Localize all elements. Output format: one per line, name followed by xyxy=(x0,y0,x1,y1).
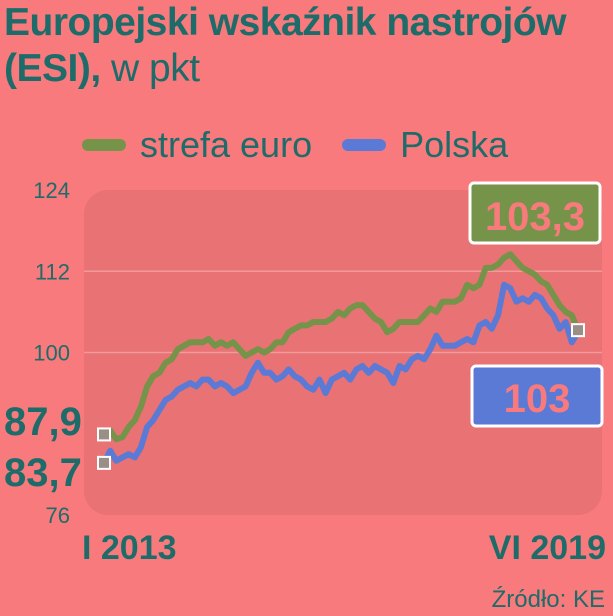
x-tick-start: I 2013 xyxy=(82,529,177,567)
series-line-strefa-euro xyxy=(101,251,581,443)
legend-label-polska: Polska xyxy=(400,124,509,165)
marker-end-euro xyxy=(571,323,585,338)
legend-item-polska: Polska xyxy=(342,124,508,166)
y-tick-76: 76 xyxy=(46,503,70,528)
chart-title: Europejski wskaźnik nastrojów (ESI), w p… xyxy=(4,0,613,92)
legend-label-euro: strefa euro xyxy=(140,124,313,165)
end-label-pl: 103 xyxy=(504,377,571,421)
x-tick-end: VI 2019 xyxy=(489,529,606,567)
end-label-euro: 103,3 xyxy=(485,195,585,239)
y-tick-100: 100 xyxy=(33,341,70,366)
start-label-pl: 83,7 xyxy=(4,451,82,495)
marker-start-polska xyxy=(97,455,111,470)
end-label-pl-box xyxy=(470,364,604,428)
marker-start-euro xyxy=(97,427,111,442)
end-label-euro-box xyxy=(468,181,602,245)
source-note: Źródło: KE xyxy=(491,586,605,613)
start-label-euro: 87,9 xyxy=(4,400,82,444)
chart-title-unit: w pkt xyxy=(111,47,200,90)
legend-swatch-polska xyxy=(342,139,387,151)
legend-item-euro: strefa euro xyxy=(82,124,312,166)
legend-swatch-euro xyxy=(82,139,126,151)
series-line-polska xyxy=(101,281,581,466)
legend: strefa euro Polska xyxy=(82,124,538,166)
y-tick-112: 112 xyxy=(35,259,70,284)
y-tick-124: 124 xyxy=(33,178,70,203)
chart-title-main: Europejski wskaźnik nastrojów (ESI), xyxy=(4,1,567,90)
